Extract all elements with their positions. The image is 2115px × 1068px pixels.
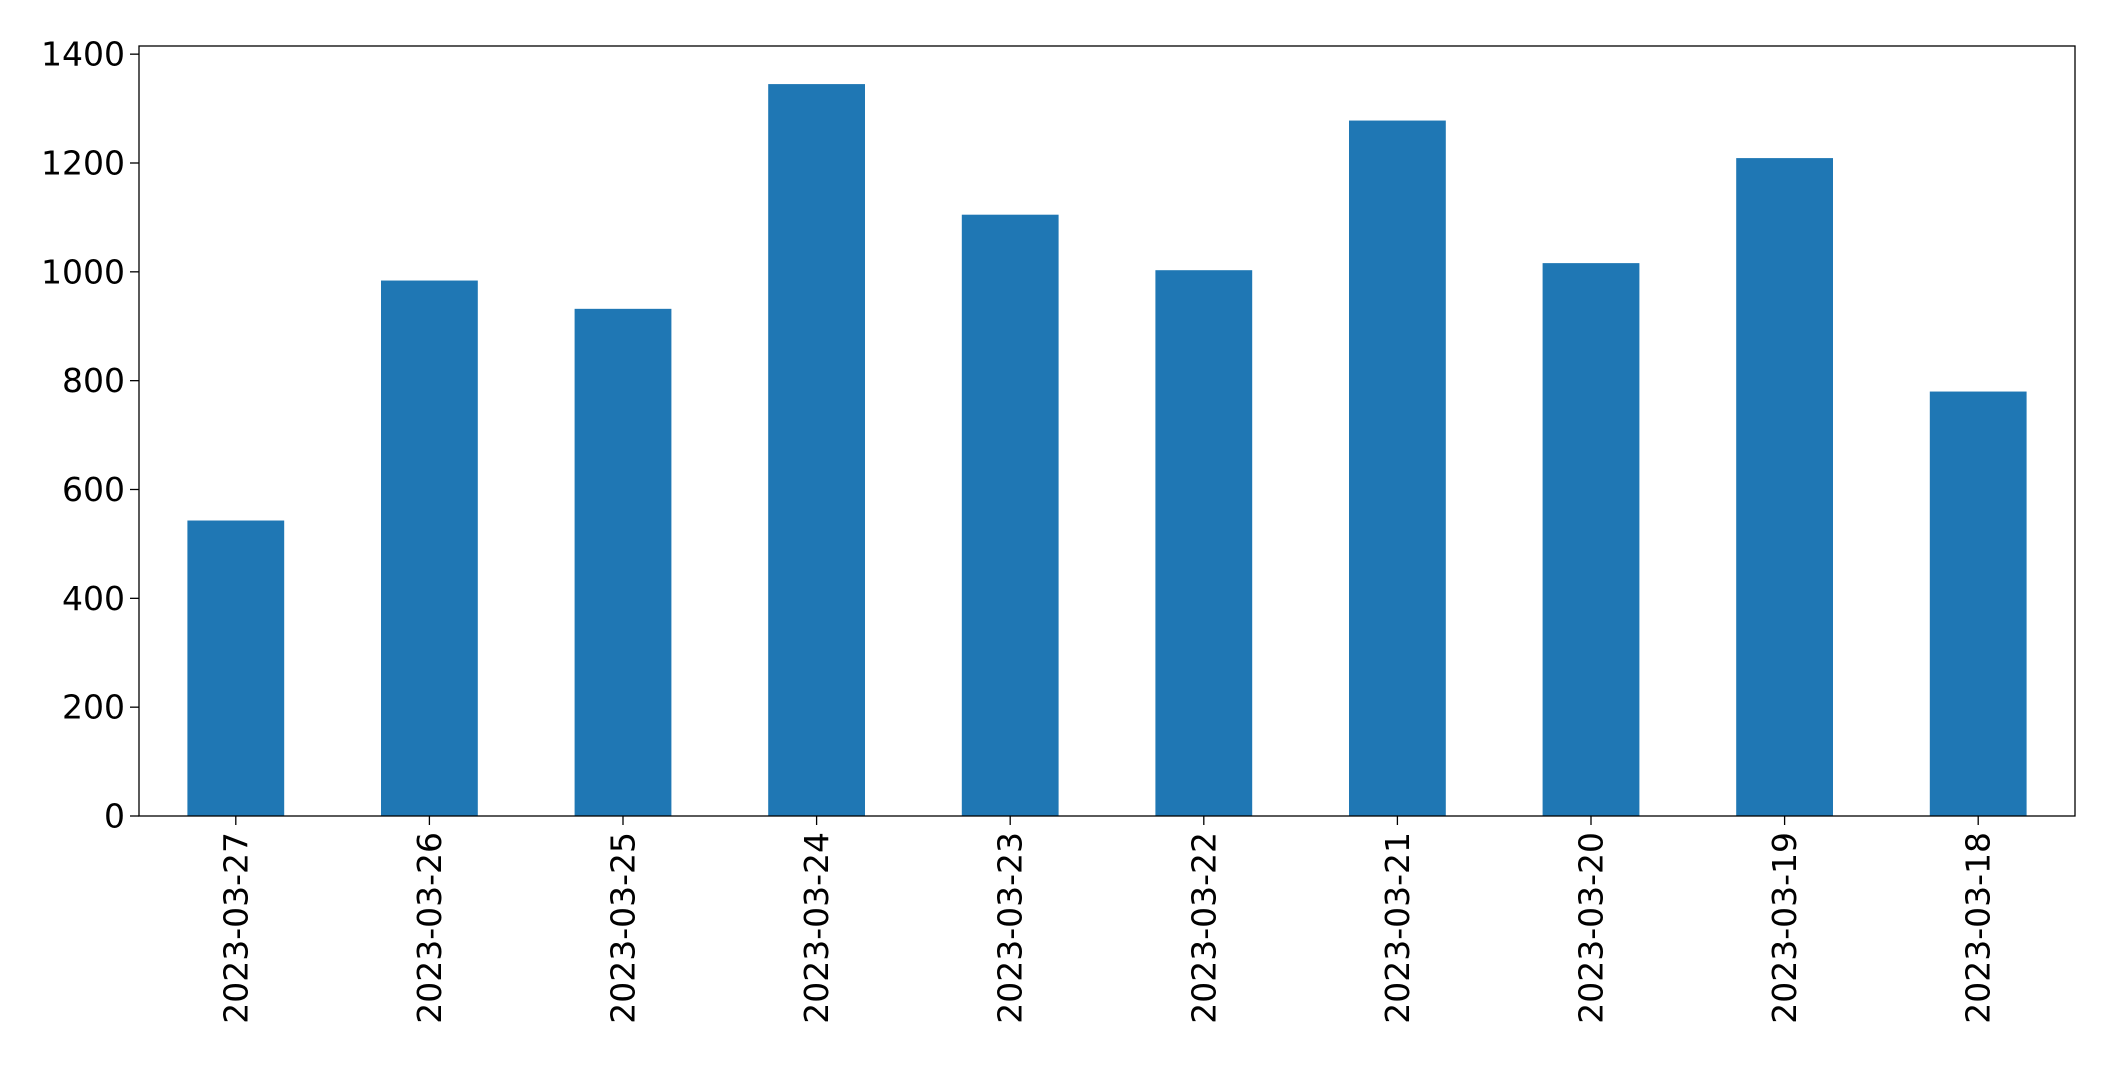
bar	[187, 520, 285, 816]
y-tick-label: 800	[62, 361, 125, 400]
x-tick-label: 2023-03-23	[991, 832, 1030, 1024]
bar	[1349, 120, 1446, 816]
bar	[1736, 158, 1833, 816]
x-tick-label: 2023-03-26	[410, 832, 449, 1024]
y-tick-label: 600	[62, 470, 125, 509]
bar	[1542, 263, 1640, 817]
y-tick-label: 1400	[41, 35, 125, 74]
bar	[381, 280, 478, 816]
x-tick-label: 2023-03-18	[1959, 832, 1998, 1024]
bar	[768, 84, 865, 817]
y-tick-label: 200	[62, 688, 125, 727]
plot-frame	[138, 45, 2076, 817]
y-tick-label: 1200	[41, 143, 125, 182]
bar	[1155, 270, 1253, 816]
x-tick-label: 2023-03-27	[216, 832, 255, 1024]
y-tick-label: 0	[104, 797, 125, 836]
x-tick-label: 2023-03-22	[1184, 832, 1223, 1024]
y-tick-label: 1000	[41, 252, 125, 291]
bar	[574, 308, 672, 816]
x-tick-label: 2023-03-24	[797, 832, 836, 1024]
x-tick-label: 2023-03-19	[1765, 832, 1804, 1024]
x-tick-label: 2023-03-25	[604, 832, 643, 1024]
x-tick-label: 2023-03-21	[1378, 832, 1417, 1024]
bar	[961, 214, 1059, 817]
x-tick-label: 2023-03-20	[1572, 832, 1611, 1024]
bar	[1929, 391, 2027, 816]
y-tick-label: 400	[62, 579, 125, 618]
